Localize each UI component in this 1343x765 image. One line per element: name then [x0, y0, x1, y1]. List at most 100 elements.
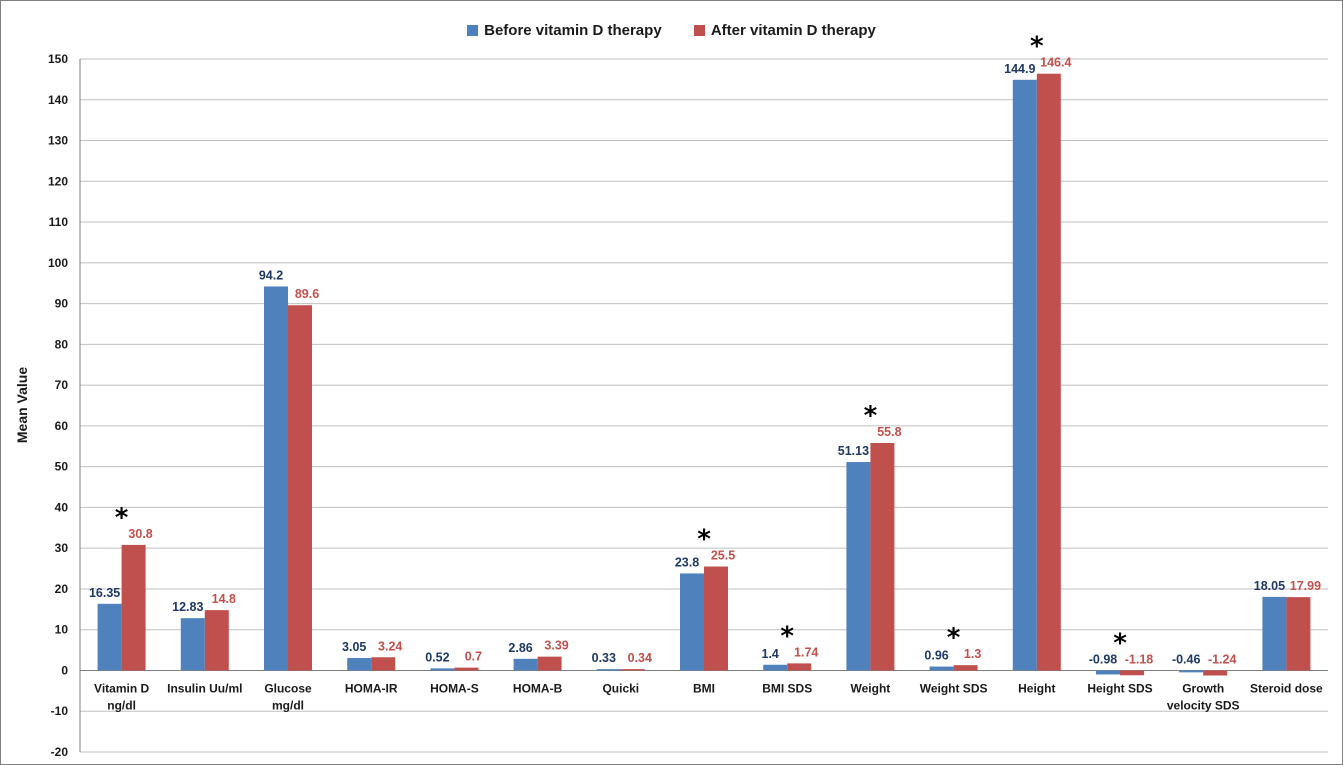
bar-before — [763, 664, 788, 671]
legend-item-after: After vitamin D therapy — [693, 22, 876, 39]
bar-before — [929, 666, 954, 671]
bar-before — [513, 658, 538, 671]
data-label-after: 1.3 — [964, 647, 981, 661]
data-label-after: 14.8 — [212, 592, 236, 606]
y-tick-label: 20 — [55, 582, 69, 596]
bar-before — [180, 618, 205, 671]
data-label-before: 2.86 — [508, 641, 532, 655]
significance-marker: * — [697, 525, 711, 555]
y-tick-label: 80 — [55, 337, 69, 351]
bar-after — [953, 665, 978, 671]
x-category-label: HOMA-IR — [345, 681, 398, 695]
bar-before — [1096, 670, 1120, 675]
data-label-before: 3.05 — [342, 640, 366, 654]
y-tick-label: 100 — [48, 256, 68, 270]
bar-after — [288, 305, 312, 671]
x-category-label: Steroid dose — [1250, 681, 1323, 695]
bar-after — [454, 667, 479, 671]
x-category-label: Insulin Uu/ml — [167, 681, 242, 695]
bar-after — [1286, 597, 1311, 671]
bar-before — [680, 573, 704, 671]
x-category-label: Weight SDS — [920, 681, 988, 695]
data-label-after: 0.7 — [465, 650, 482, 664]
data-label-after: 89.6 — [295, 287, 319, 301]
legend: Before vitamin D therapy After vitamin D… — [0, 22, 1343, 40]
y-tick-label: 110 — [49, 215, 69, 229]
y-tick-label: -20 — [51, 745, 69, 759]
x-category-label: Height SDS — [1087, 681, 1152, 695]
significance-marker: * — [1113, 628, 1127, 658]
bar-after — [204, 610, 229, 671]
x-category-label: velocity SDS — [1167, 698, 1240, 712]
data-label-after: 25.5 — [711, 549, 735, 563]
data-label-after: 0.34 — [628, 651, 652, 665]
data-label-before: 51.13 — [838, 444, 869, 458]
data-label-after: 17.99 — [1290, 579, 1321, 593]
bar-before — [1262, 596, 1287, 671]
x-category-label: HOMA-B — [513, 681, 563, 695]
legend-swatch-before — [467, 25, 479, 36]
data-label-before: 0.33 — [592, 651, 616, 665]
y-tick-label: -10 — [51, 704, 69, 718]
data-label-before: 94.2 — [259, 268, 283, 282]
bar-after — [620, 669, 645, 671]
x-category-label: Vitamin D — [94, 681, 149, 695]
x-category-label: BMI — [693, 681, 715, 695]
significance-marker: * — [1030, 32, 1044, 62]
data-label-after: 3.24 — [378, 639, 402, 653]
bar-after — [1120, 670, 1144, 676]
data-label-before: 16.35 — [89, 586, 120, 600]
y-tick-label: 130 — [48, 134, 68, 148]
x-category-label: HOMA-S — [430, 681, 479, 695]
data-label-before: 144.9 — [1004, 62, 1035, 76]
bar-before — [347, 658, 372, 671]
x-category-label: mg/dl — [272, 698, 304, 712]
data-label-before: 1.4 — [762, 647, 779, 661]
y-tick-label: 70 — [55, 378, 69, 392]
bar-before — [596, 669, 621, 671]
x-category-label: Weight — [851, 681, 891, 695]
data-label-after: 3.39 — [544, 639, 568, 653]
y-tick-label: 140 — [48, 93, 68, 107]
bar-after — [371, 657, 396, 671]
bar-after — [870, 443, 895, 671]
significance-marker: * — [780, 621, 794, 651]
bar-before — [1179, 670, 1204, 673]
bar-before — [846, 462, 871, 671]
x-category-label: Quicki — [602, 681, 639, 695]
bar-before — [1012, 79, 1037, 671]
bar-before — [430, 668, 455, 671]
data-label-after: 1.74 — [794, 645, 818, 659]
significance-marker: * — [115, 503, 129, 533]
x-category-label: Glucose — [264, 681, 312, 695]
data-label-before: 0.96 — [924, 649, 948, 663]
data-label-before: -0.98 — [1089, 652, 1118, 666]
bar-after — [537, 656, 562, 671]
data-label-after: -1.24 — [1208, 652, 1237, 666]
legend-item-before: Before vitamin D therapy — [467, 22, 662, 39]
legend-label-before: Before vitamin D therapy — [484, 22, 662, 39]
significance-marker: * — [947, 623, 961, 653]
data-label-before: 0.52 — [425, 650, 449, 664]
legend-label-after: After vitamin D therapy — [710, 22, 876, 39]
bar-after — [1036, 73, 1061, 671]
data-label-after: 146.4 — [1040, 56, 1071, 70]
bar-after — [1203, 670, 1228, 676]
data-label-after: 55.8 — [877, 425, 901, 439]
x-category-label: Height — [1018, 681, 1055, 695]
y-tick-label: 30 — [55, 541, 69, 555]
data-label-before: 23.8 — [675, 555, 699, 569]
legend-swatch-after — [693, 25, 705, 36]
bar-after — [704, 566, 728, 671]
x-category-label: Growth — [1182, 681, 1224, 695]
y-tick-label: 0 — [61, 663, 68, 677]
data-label-before: -0.46 — [1172, 652, 1201, 666]
bar-before — [97, 603, 122, 671]
y-tick-label: 40 — [55, 500, 69, 514]
data-label-after: -1.18 — [1125, 652, 1154, 666]
y-tick-label: 150 — [48, 52, 68, 66]
y-tick-label: 90 — [55, 297, 69, 311]
data-label-after: 30.8 — [128, 527, 152, 541]
y-tick-label: 10 — [55, 623, 69, 637]
